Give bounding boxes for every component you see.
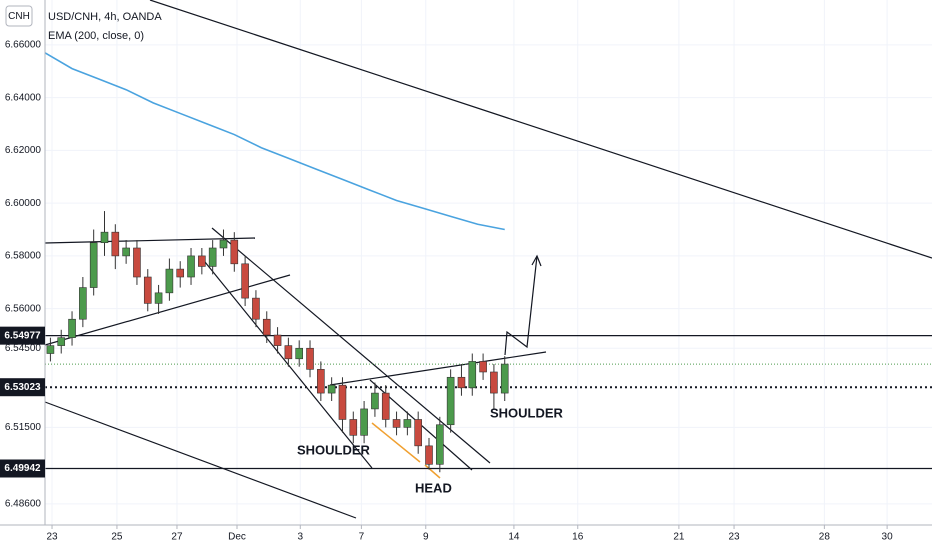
candle-body [414,419,422,447]
price-level-label: 6.49942 [4,463,41,474]
candle-body [230,239,239,265]
candle-body [338,384,347,420]
candle-body [295,347,304,360]
candle-body [457,376,466,389]
price-level-label: 6.53023 [4,382,41,393]
x-tick-label: 30 [882,532,894,543]
candle-body [208,247,217,267]
candle-body [479,361,487,373]
y-tick-label: 6.48600 [5,499,42,510]
candle-body [176,268,185,278]
indicator-label: EMA (200, close, 0) [48,30,144,42]
candle-body [89,242,98,288]
symbol-badge-text: CNH [8,11,30,22]
candle-body [198,255,206,267]
candle-body [327,384,336,394]
x-tick-label: 23 [728,532,740,543]
candle-body [446,376,455,426]
price-level-box [0,378,45,397]
x-tick-label: 16 [572,532,584,543]
candle-body [500,363,509,394]
x-tick-label: 7 [359,532,365,543]
ema-line [44,52,505,231]
y-tick-label: 6.51500 [5,422,42,433]
x-tick-label: 23 [46,532,58,543]
annotation: SHOULDER [297,442,371,457]
price-axis [0,0,45,525]
candle-body [317,369,325,394]
x-tick-label: Dec [228,532,246,543]
candle-body [392,419,401,428]
pattern-line [424,464,441,479]
x-tick-label: 25 [111,532,123,543]
symbol-badge [5,5,33,27]
candle-body [360,408,368,436]
candle-body [252,297,260,320]
candle-body [165,268,174,294]
y-tick-label: 6.58000 [5,251,42,262]
candle-body [133,247,141,278]
annotation: HEAD [415,480,452,495]
channel-line [211,227,491,464]
candle-body [219,239,228,249]
candle-body [273,334,282,346]
x-tick-label: 27 [171,532,183,543]
pattern-line [371,422,421,463]
candle-body [111,231,120,257]
candle-body [143,276,152,304]
candle-body [468,361,477,389]
y-tick-label: 6.66000 [5,39,42,50]
axes: 6.66000 6.64000 6.62000 6.60000 6.58000 6.560… [0,39,894,543]
y-tick-label: 6.62000 [5,145,42,156]
x-tick-label: 28 [819,532,831,543]
y-tick-label: 6.54500 [5,343,42,354]
candle-body [371,392,379,410]
candle-body [154,292,163,304]
candle-body [46,345,55,354]
candle-body [425,445,433,465]
neckline [329,351,547,386]
chart-title: USD/CNH, 4h, OANDA [48,11,162,23]
price-level-box [0,326,45,345]
y-tick-label: 6.56000 [5,303,42,314]
candle-body [306,347,314,370]
trend-line [44,237,256,244]
candle-body [381,392,390,420]
price-level-label: 6.54977 [4,330,41,341]
candle-body [403,419,412,428]
plot [44,52,932,473]
candle-body [122,247,130,257]
trend-line [44,274,291,346]
projection-arrow [504,255,538,356]
trend-line [44,401,357,519]
candle-body [241,263,249,299]
grid [45,0,932,525]
candle-body [262,318,271,336]
x-tick-label: 3 [298,532,304,543]
candle-body [349,419,358,436]
candle-body [79,287,87,320]
trend-line [149,0,932,259]
price-level-box [0,459,45,478]
candle-body [284,345,293,360]
x-tick-label: 21 [673,532,685,543]
candle-body [68,318,76,338]
candle-body [187,255,195,278]
x-tick-label: 14 [508,532,520,543]
candle-body [490,371,498,394]
arrow-head [531,254,542,267]
y-tick-label: 6.64000 [5,92,42,103]
y-tick-label: 6.60000 [5,198,42,209]
candle-body [100,231,109,244]
candle-body [57,337,66,346]
candle-body [436,424,444,465]
annotation: SHOULDER [490,405,564,420]
x-tick-label: 9 [423,532,429,543]
